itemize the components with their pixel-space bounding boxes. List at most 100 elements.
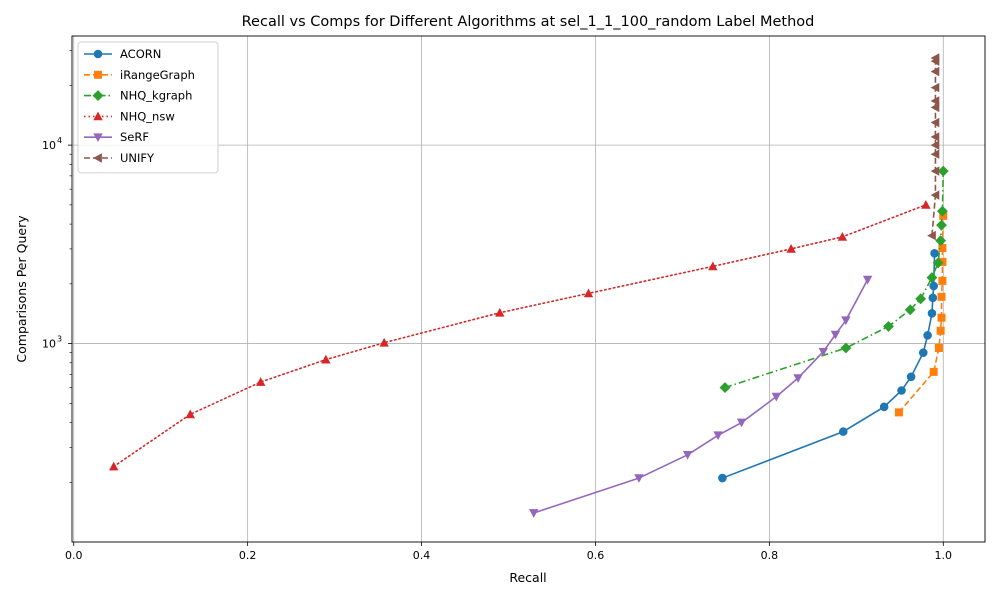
data-point-nhq-nsw <box>321 354 331 364</box>
data-point-serf <box>771 392 782 402</box>
legend-marker <box>93 133 103 143</box>
legend-marker <box>92 90 104 102</box>
data-point-unify <box>930 102 940 113</box>
legend-label: NHQ_nsw <box>120 109 175 123</box>
data-point-irangegraph <box>934 343 943 352</box>
series-unify <box>927 53 940 241</box>
series-acorn <box>718 249 939 483</box>
data-point-nhq-kgraph <box>719 382 731 394</box>
data-point-nhq-nsw <box>786 244 796 253</box>
series-serf <box>529 275 873 518</box>
data-point-acorn <box>923 331 932 340</box>
data-point-serf <box>818 347 828 357</box>
y-tick-label-exp: 3 <box>57 335 62 344</box>
data-point-serf <box>862 275 873 285</box>
data-point-acorn <box>838 427 848 436</box>
data-point-unify <box>930 190 940 200</box>
data-point-acorn <box>879 402 889 412</box>
data-point-irangegraph <box>937 313 946 322</box>
data-point-serf <box>682 450 693 460</box>
data-point-nhq-nsw <box>837 232 848 241</box>
series-layer <box>109 53 949 518</box>
data-point-nhq-kgraph <box>935 235 947 247</box>
legend-box <box>77 41 219 174</box>
data-point-irangegraph <box>936 326 945 335</box>
data-point-nhq-kgraph <box>932 257 944 269</box>
x-tick-label: 0.0 <box>65 549 83 562</box>
legend-item-acorn: ACORN <box>84 47 161 61</box>
data-point-irangegraph <box>929 367 938 376</box>
data-point-nhq-kgraph <box>926 272 938 284</box>
legend-marker <box>93 49 103 59</box>
data-point-unify <box>930 66 940 77</box>
legend-item-unify: UNIFY <box>84 151 155 165</box>
series-irangegraph <box>894 211 948 417</box>
legend-marker <box>93 153 102 163</box>
data-point-serf <box>713 431 723 441</box>
data-point-nhq-nsw <box>708 261 718 271</box>
data-point-nhq-nsw <box>109 461 119 471</box>
data-point-unify <box>930 117 940 128</box>
data-point-nhq-kgraph <box>840 342 852 354</box>
data-point-unify <box>927 230 936 241</box>
data-point-serf <box>841 316 851 326</box>
data-point-unify <box>930 132 940 142</box>
data-point-unify <box>930 82 940 93</box>
data-point-nhq-kgraph <box>883 321 894 332</box>
data-point-acorn <box>718 473 727 483</box>
data-point-unify <box>930 140 940 150</box>
data-point-acorn <box>897 386 906 395</box>
series-nhq-kgraph <box>719 165 949 394</box>
grid <box>72 36 985 542</box>
legend-item-nhq-nsw: NHQ_nsw <box>84 109 175 123</box>
legend: ACORN iRangeGraph NHQ_kgraph NHQ_nsw SeRF UNI… <box>77 41 219 174</box>
x-tick-label: 0.6 <box>587 549 605 562</box>
data-point-nhq-kgraph <box>936 219 947 231</box>
data-point-serf <box>736 418 747 428</box>
data-point-serf <box>793 374 803 383</box>
x-axis-label: Recall <box>509 570 546 585</box>
x-tick-label: 0.8 <box>761 549 779 562</box>
data-point-acorn <box>906 372 916 382</box>
data-point-unify <box>930 96 940 106</box>
data-point-nhq-kgraph <box>937 165 949 177</box>
data-point-irangegraph <box>894 408 903 417</box>
y-axis-label: Comparisons Per Query <box>14 215 29 363</box>
data-point-acorn <box>927 309 937 318</box>
data-point-irangegraph <box>938 276 947 285</box>
legend-item-nhq-kgraph: NHQ_kgraph <box>84 89 192 103</box>
y-tick-label-exp: 4 <box>57 136 62 145</box>
legend-label: SeRF <box>120 130 149 144</box>
data-point-acorn <box>928 293 938 303</box>
data-point-nhq-nsw <box>379 337 389 347</box>
x-tick-label: 0.4 <box>413 549 431 562</box>
data-point-acorn <box>918 348 928 357</box>
legend-label: iRangeGraph <box>120 68 195 82</box>
data-point-nhq-nsw <box>255 377 266 386</box>
data-point-serf <box>830 330 841 340</box>
data-point-nhq-nsw <box>921 200 931 209</box>
legend-label: UNIFY <box>120 151 155 165</box>
data-point-acorn <box>930 249 939 258</box>
plot-frame <box>71 35 986 543</box>
series-line-irangegraph <box>898 215 945 413</box>
x-tick-label: 1.0 <box>935 549 953 562</box>
series-nhq-nsw <box>109 200 931 471</box>
data-point-nhq-nsw <box>583 288 594 298</box>
legend-item-irangegraph: iRangeGraph <box>84 68 195 82</box>
data-point-nhq-nsw <box>495 307 505 317</box>
y-tick-label-base: 10 <box>42 139 56 152</box>
legend-label: ACORN <box>120 47 161 61</box>
legend-marker <box>94 70 103 79</box>
data-point-nhq-kgraph <box>915 293 927 305</box>
legend-item-serf: SeRF <box>84 130 149 144</box>
data-point-serf <box>634 474 644 483</box>
data-point-acorn <box>929 281 938 291</box>
data-point-irangegraph <box>937 292 946 301</box>
chart-title: Recall vs Comps for Different Algorithms… <box>242 14 815 30</box>
data-point-unify <box>930 149 940 159</box>
data-point-unify <box>930 53 940 63</box>
data-point-unify <box>930 166 940 176</box>
